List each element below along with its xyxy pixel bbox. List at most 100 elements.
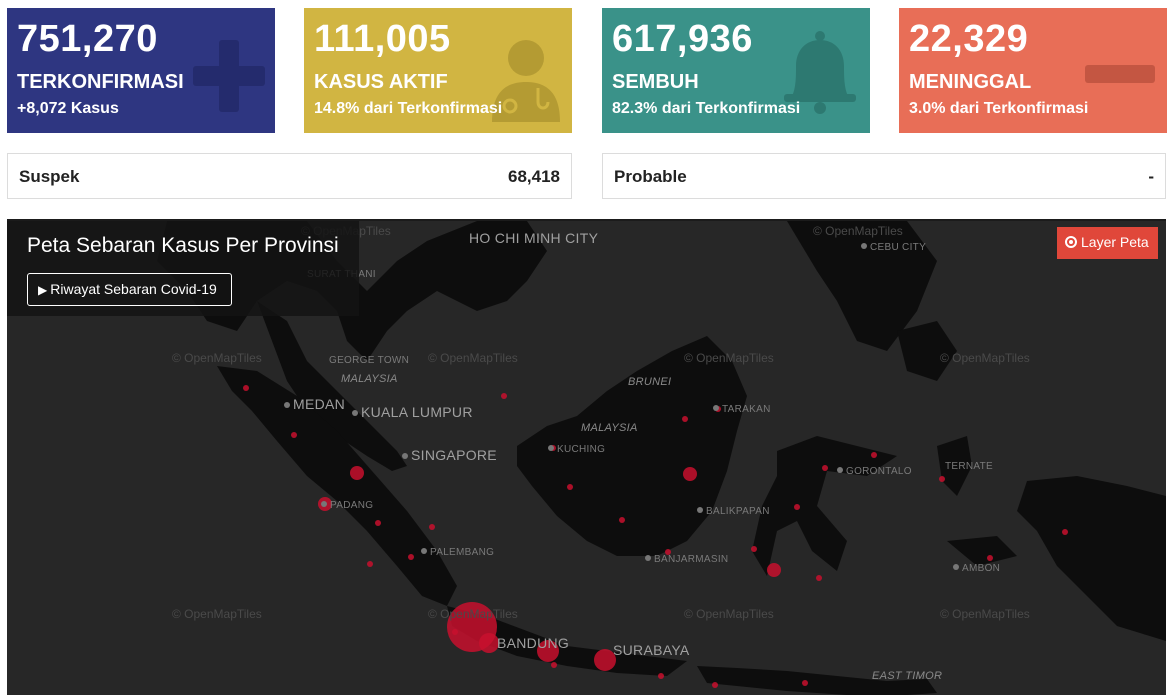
province-marker[interactable] — [479, 633, 499, 653]
bell-icon — [784, 31, 856, 114]
province-marker[interactable] — [939, 476, 945, 482]
province-marker[interactable] — [794, 504, 800, 510]
city-dot — [837, 467, 843, 473]
active-sub: 14.8% dari Terkonfirmasi — [314, 100, 503, 117]
province-marker[interactable] — [243, 385, 249, 391]
map-attribution: © OpenMapTiles — [172, 351, 262, 365]
province-marker[interactable] — [619, 517, 625, 523]
place-label: CEBU CITY — [861, 242, 926, 253]
deaths-count: 22,329 — [909, 18, 1029, 60]
city-dot — [645, 555, 651, 561]
province-marker[interactable] — [375, 520, 381, 526]
province-marker[interactable] — [537, 640, 559, 662]
place-label: AMBON — [953, 563, 1000, 574]
province-marker[interactable] — [1062, 529, 1068, 535]
city-dot — [421, 548, 427, 554]
active-count: 111,005 — [314, 18, 451, 60]
province-marker[interactable] — [682, 416, 688, 422]
probable-box: Probable - — [602, 153, 1166, 199]
city-dot — [861, 243, 867, 249]
province-marker[interactable] — [658, 673, 664, 679]
province-marker[interactable] — [802, 680, 808, 686]
place-label: BANDUNG — [497, 635, 570, 651]
recovered-label: SEMBUH — [612, 71, 699, 93]
city-dot — [713, 405, 719, 411]
city-dot — [697, 507, 703, 513]
doctor-icon — [492, 40, 560, 122]
deaths-card: 22,329 MENINGGAL 3.0% dari Terkonfirmasi — [899, 8, 1167, 133]
map-attribution: © OpenMapTiles — [428, 607, 518, 621]
province-marker[interactable] — [452, 629, 458, 635]
place-label: SURABAYA — [613, 642, 690, 658]
place-label: MALAYSIA — [341, 373, 398, 385]
recovered-card: 617,936 SEMBUH 82.3% dari Terkonfirmasi — [602, 8, 870, 133]
province-marker[interactable] — [665, 549, 671, 555]
probable-value: - — [1148, 167, 1154, 186]
place-label: KUCHING — [548, 444, 605, 455]
map-attribution: © OpenMapTiles — [940, 607, 1030, 621]
place-label: TERNATE — [945, 461, 994, 472]
province-marker[interactable] — [871, 452, 877, 458]
map-title: Peta Sebaran Kasus Per Provinsi — [27, 234, 339, 257]
confirmed-count: 751,270 — [17, 18, 158, 60]
map-land — [157, 221, 1166, 695]
confirmed-sub: +8,072 Kasus — [17, 100, 119, 117]
recovered-sub: 82.3% dari Terkonfirmasi — [612, 100, 801, 117]
place-label: PADANG — [321, 500, 373, 511]
province-marker[interactable] — [350, 466, 364, 480]
province-marker[interactable] — [683, 467, 697, 481]
city-dot — [402, 453, 408, 459]
place-label: BRUNEI — [628, 376, 672, 388]
deaths-sub: 3.0% dari Terkonfirmasi — [909, 100, 1089, 117]
province-marker[interactable] — [767, 563, 781, 577]
province-marker[interactable] — [291, 432, 297, 438]
place-label: MEDAN — [284, 396, 345, 412]
province-marker[interactable] — [987, 555, 993, 561]
place-label: TARAKAN — [713, 404, 771, 415]
play-icon: ▶ — [38, 283, 48, 297]
city-dot — [548, 445, 554, 451]
province-marker[interactable] — [567, 484, 573, 490]
province-marker[interactable] — [429, 524, 435, 530]
place-label: HO CHI MINH CITY — [469, 230, 599, 246]
confirmed-label: TERKONFIRMASI — [17, 71, 184, 93]
province-marker[interactable] — [367, 561, 373, 567]
suspect-label: Suspek — [19, 167, 80, 186]
active-card: 111,005 KASUS AKTIF 14.8% dari Terkonfir… — [304, 8, 572, 133]
active-label: KASUS AKTIF — [314, 71, 448, 93]
suspect-box: Suspek 68,418 — [7, 153, 572, 199]
place-label: GORONTALO — [837, 466, 912, 477]
history-button-label: Riwayat Sebaran Covid-19 — [50, 281, 217, 297]
probable-label: Probable — [614, 167, 687, 186]
place-label: PALEMBANG — [421, 547, 494, 558]
plus-icon — [193, 40, 265, 112]
province-marker[interactable] — [822, 465, 828, 471]
suspect-value: 68,418 — [508, 167, 560, 186]
place-label: BANJARMASIN — [645, 554, 728, 565]
province-marker[interactable] — [501, 393, 507, 399]
place-label: SINGAPORE — [402, 447, 497, 463]
minus-icon — [1085, 65, 1155, 83]
history-button[interactable]: ▶ Riwayat Sebaran Covid-19 — [27, 273, 232, 306]
province-marker[interactable] — [594, 649, 616, 671]
place-label: GEORGE TOWN — [329, 355, 410, 366]
place-label: KUALA LUMPUR — [352, 404, 473, 420]
province-marker[interactable] — [551, 662, 557, 668]
confirmed-card: 751,270 TERKONFIRMASI +8,072 Kasus — [7, 8, 275, 133]
map-title-panel: Peta Sebaran Kasus Per Provinsi ▶ Riwayat… — [7, 221, 359, 316]
place-label: BALIKPAPAN — [697, 506, 770, 517]
city-dot — [352, 410, 358, 416]
province-marker[interactable] — [408, 554, 414, 560]
province-marker[interactable] — [816, 575, 822, 581]
layer-button[interactable]: Layer Peta — [1057, 227, 1158, 259]
province-marker[interactable] — [751, 546, 757, 552]
province-map[interactable]: © OpenMapTiles © OpenMapTiles © OpenMapT… — [7, 219, 1166, 695]
city-dot — [284, 402, 290, 408]
layer-button-label: Layer Peta — [1081, 234, 1149, 250]
layers-icon — [1065, 236, 1077, 248]
recovered-count: 617,936 — [612, 18, 753, 60]
city-dot — [953, 564, 959, 570]
map-attribution: © OpenMapTiles — [428, 351, 518, 365]
province-marker[interactable] — [712, 682, 718, 688]
